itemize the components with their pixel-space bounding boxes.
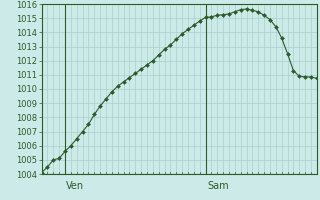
Text: Sam: Sam: [207, 181, 228, 191]
Text: Ven: Ven: [66, 181, 84, 191]
